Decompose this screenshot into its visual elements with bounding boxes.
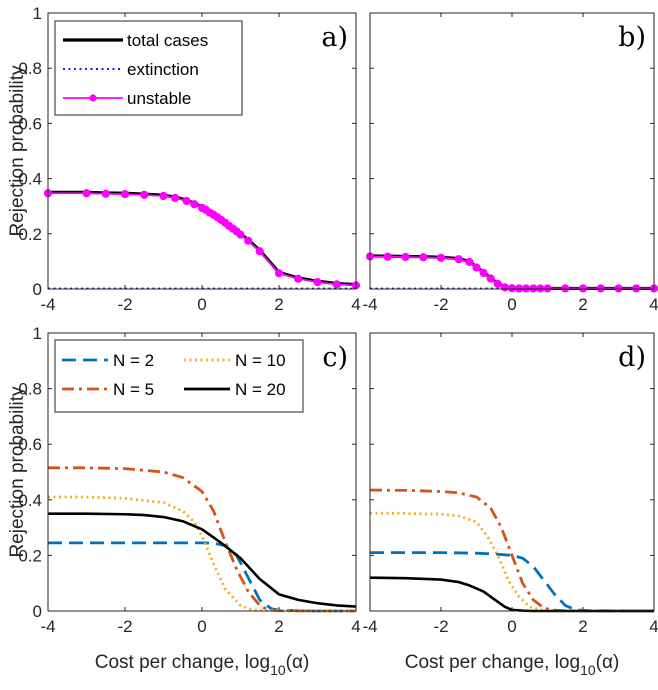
x-tick-label: -2	[117, 295, 132, 314]
x-tick-label: 4	[351, 295, 360, 314]
legend-entry: extinction	[127, 60, 199, 79]
data-point	[183, 197, 190, 204]
panel-c: -4 -2 0 2 4 0 0.2 0.4 0.6 0.8 1 c) Rejection probabi…	[7, 324, 361, 678]
legend-entry: unstable	[127, 89, 191, 108]
data-point	[384, 253, 391, 260]
panel-label: b)	[618, 22, 646, 53]
data-point	[523, 285, 530, 292]
y-axis-label: Rejection probability	[7, 65, 28, 237]
data-point	[466, 258, 473, 265]
x-tick-label: 0	[507, 295, 516, 314]
data-point	[237, 231, 244, 238]
panel-a: -4 -2 0 2 4 0 0.2 0.4 0.6 0.8 1 a) Rejection probabi…	[7, 4, 361, 314]
x-axis-label: Cost per change, log10(α)	[95, 652, 310, 678]
data-point	[530, 285, 537, 292]
x-tick-label: 2	[274, 617, 283, 636]
legend-entry: N = 2	[113, 351, 154, 370]
data-point	[275, 270, 282, 277]
x-tick-label: 0	[197, 617, 206, 636]
legend-entry: total cases	[127, 31, 208, 50]
x-tick-label: 2	[578, 617, 587, 636]
panel-b: -4 -2 0 2 4 b)	[362, 13, 658, 314]
y-tick-label: 0	[33, 602, 42, 621]
x-tick-label: 4	[649, 617, 658, 636]
y-axis-label: Rejection probability	[7, 386, 28, 558]
x-tick-label: 2	[578, 295, 587, 314]
data-point	[544, 285, 551, 292]
x-tick-label: -2	[433, 617, 448, 636]
data-point	[615, 285, 622, 292]
data-point	[245, 237, 252, 244]
data-point	[83, 190, 90, 197]
legend: total cases extinction unstable	[55, 21, 242, 115]
data-point	[480, 269, 487, 276]
data-point	[537, 285, 544, 292]
legend-marker	[89, 94, 96, 101]
data-point	[494, 280, 501, 287]
legend-entry: N = 10	[235, 351, 286, 370]
data-point	[579, 285, 586, 292]
data-point	[633, 285, 640, 292]
data-point	[501, 284, 508, 291]
panel-d: -4 -2 0 2 4 d) Cost per change, log10(α)	[362, 333, 658, 678]
data-point	[314, 279, 321, 286]
y-tick-label: 1	[33, 324, 42, 343]
legend-entry: N = 5	[113, 380, 154, 399]
data-point	[516, 285, 523, 292]
x-tick-label: -4	[40, 295, 55, 314]
x-tick-label: 4	[351, 617, 360, 636]
panel-label: a)	[321, 22, 348, 53]
data-point	[473, 264, 480, 271]
legend: N = 2 N = 10 N = 5 N = 20	[55, 340, 303, 412]
data-point	[141, 191, 148, 198]
x-tick-label: -4	[362, 295, 377, 314]
panel-label: d)	[618, 342, 646, 373]
data-point	[597, 285, 604, 292]
data-point	[437, 254, 444, 261]
data-point	[562, 285, 569, 292]
data-point	[160, 192, 167, 199]
plot-area	[370, 333, 654, 611]
y-tick-label: 0	[33, 280, 42, 299]
data-point	[256, 248, 263, 255]
data-point	[191, 201, 198, 208]
data-point	[333, 281, 340, 288]
data-point	[171, 194, 178, 201]
x-tick-label: 2	[274, 295, 283, 314]
x-tick-label: 0	[197, 295, 206, 314]
x-tick-label: 0	[507, 617, 516, 636]
legend-entry: N = 20	[235, 380, 286, 399]
x-tick-label: 4	[649, 295, 658, 314]
x-tick-label: -4	[362, 617, 377, 636]
y-tick-label: 1	[33, 4, 42, 23]
data-point	[121, 190, 128, 197]
x-axis-label: Cost per change, log10(α)	[405, 652, 620, 678]
data-point	[455, 256, 462, 263]
data-point	[102, 190, 109, 197]
panel-label: c)	[322, 342, 348, 373]
x-tick-label: -4	[40, 617, 55, 636]
data-point	[420, 254, 427, 261]
x-tick-label: -2	[433, 295, 448, 314]
data-point	[487, 275, 494, 282]
data-point	[402, 253, 409, 260]
x-tick-label: -2	[117, 617, 132, 636]
plot-area	[370, 13, 654, 289]
data-point	[508, 285, 515, 292]
data-point	[295, 275, 302, 282]
